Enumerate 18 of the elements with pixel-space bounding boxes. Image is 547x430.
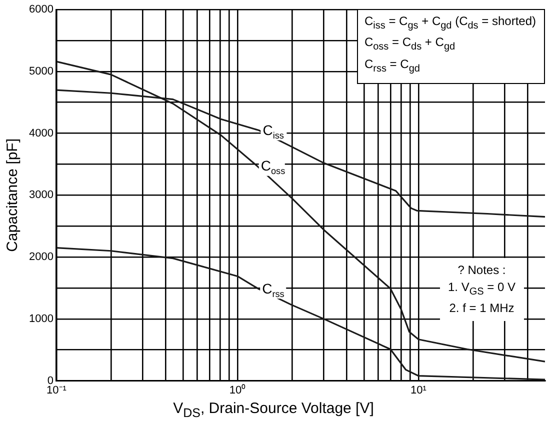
y-tick-label: 2000 <box>28 251 54 264</box>
annotation: C$_{rss}$ = C$_{gd}$ <box>364 56 421 76</box>
annotation: ? Notes : <box>456 262 507 279</box>
y-tick-label: 5000 <box>28 66 54 78</box>
annotation: C$_{oss}$ = C$_{ds}$ + C$_{gd}$ <box>364 34 456 55</box>
y-axis-title: Capacitance [pF] <box>4 138 22 252</box>
y-tick-label: 4000 <box>28 127 54 140</box>
y-tick-label: 1000 <box>28 312 54 325</box>
y-tick-label: 0 <box>47 374 54 387</box>
x-tick-label: 10⁻¹ <box>46 384 67 396</box>
y-tick-label: 3000 <box>28 189 54 202</box>
x-axis-title: V$_{DS}$, Drain-Source Voltage [V] <box>172 400 375 420</box>
y-tick-label: 6000 <box>28 4 54 16</box>
annotation: 1. V$_{GS}$ = 0 V <box>448 279 516 300</box>
text: C$_{iss}$ = C$_{gs}$ + C$_{gd}$ (C$_{ds}$ = shorted) <box>364 14 536 32</box>
x-tick-label: 10⁰ <box>229 383 246 396</box>
annotation: 2. f = 1 MHz <box>448 300 516 318</box>
x-tick-label: 10¹ <box>410 384 427 396</box>
